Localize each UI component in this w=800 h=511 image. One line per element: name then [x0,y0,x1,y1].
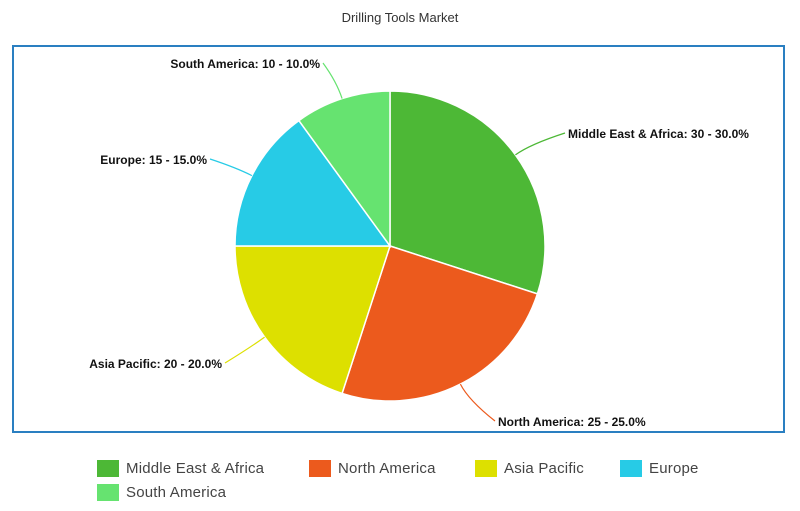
legend-swatch [309,459,331,477]
legend-label: Middle East & Africa [126,459,265,477]
data-label: Middle East & Africa: 30 - 30.0% [568,127,749,141]
legend-label: Asia Pacific [504,459,584,477]
leader-line [322,62,343,99]
legend-swatch [97,459,119,477]
data-label: South America: 10 - 10.0% [170,57,320,71]
pie-slice-north-america[interactable] [341,245,539,402]
leader-line [459,383,496,422]
legend-swatch [97,483,119,501]
pie-slice-asia-pacific[interactable] [234,245,392,395]
legend-swatch [475,459,497,477]
legend-item[interactable]: North America [309,458,436,478]
pie-slice-europe[interactable] [234,119,392,247]
leader-line [515,132,566,156]
legend-item[interactable]: Asia Pacific [475,458,584,478]
data-label: Asia Pacific: 20 - 20.0% [89,357,222,371]
legend-item[interactable]: Middle East & Africa [97,458,264,478]
leader-line [209,158,253,177]
legend-label: Europe [649,459,699,477]
legend-item[interactable]: South America [97,482,226,502]
leader-line [224,336,265,364]
plot-area-frame [12,45,785,433]
pie-slice-middle-east-africa[interactable] [389,90,546,295]
data-label: Europe: 15 - 15.0% [100,153,207,167]
legend-swatch [620,459,642,477]
chart-title: Drilling Tools Market [341,10,459,25]
legend-label: South America [126,483,227,501]
data-label: North America: 25 - 25.0% [498,415,646,429]
legend-label: North America [338,459,436,477]
legend-item[interactable]: Europe [620,458,699,478]
